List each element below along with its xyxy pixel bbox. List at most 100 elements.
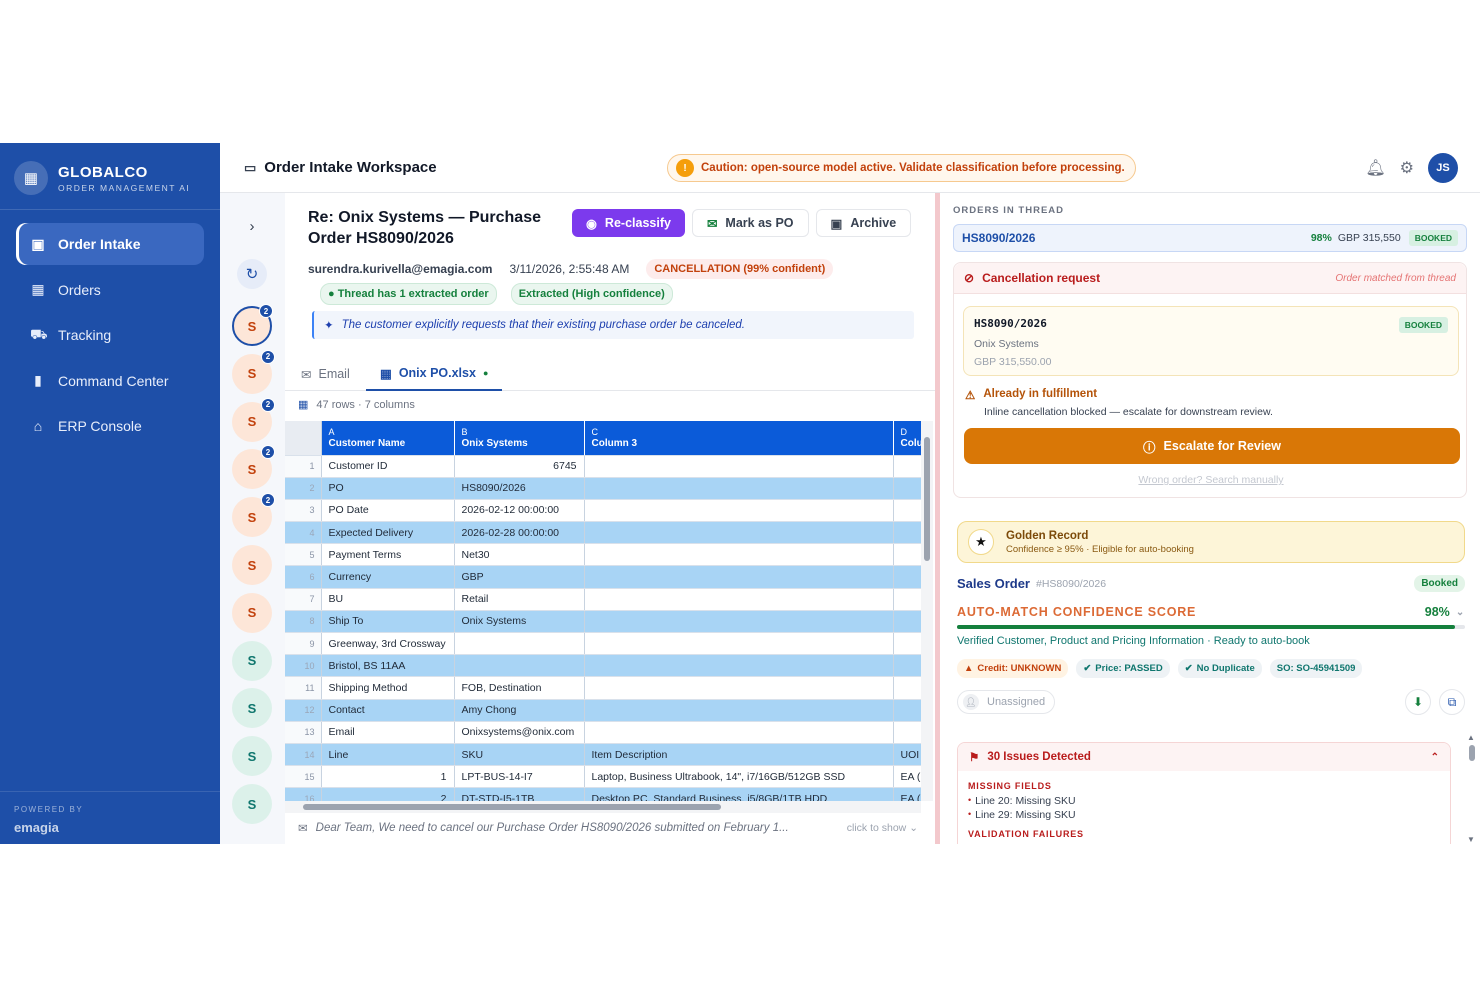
table-cell[interactable]: 1: [321, 765, 455, 789]
table-cell[interactable]: [893, 654, 921, 678]
chevron-up-icon[interactable]: ⌃: [1430, 751, 1439, 763]
sidebar-item-orders[interactable]: ▦ Orders: [16, 269, 204, 311]
scroll-thumb[interactable]: [1469, 745, 1475, 761]
table-cell[interactable]: [893, 499, 921, 523]
confidence-score-row[interactable]: AUTO-MATCH CONFIDENCE SCORE 98% ⌄: [957, 605, 1465, 619]
table-cell[interactable]: Line: [321, 743, 455, 767]
sheet-column-header[interactable]: A Customer Name: [321, 421, 455, 456]
table-cell[interactable]: [584, 499, 894, 523]
table-cell[interactable]: PO: [321, 477, 455, 500]
table-cell[interactable]: [584, 654, 894, 678]
table-cell[interactable]: Email: [321, 721, 455, 744]
refresh-icon[interactable]: ↻: [237, 259, 267, 289]
table-cell[interactable]: [893, 455, 921, 478]
assignee-selector[interactable]: 👤︎ Unassigned: [957, 690, 1056, 714]
table-cell[interactable]: [584, 610, 894, 634]
escalate-for-review-button[interactable]: ⓘ Escalate for Review: [964, 428, 1460, 464]
table-cell[interactable]: EA (: [893, 787, 921, 801]
tab-email[interactable]: ✉ Email: [301, 357, 350, 391]
table-cell[interactable]: [584, 543, 894, 567]
table-cell[interactable]: 6745: [454, 455, 585, 478]
table-cell[interactable]: Shipping Method: [321, 676, 455, 700]
table-cell[interactable]: Onix Systems: [454, 610, 585, 634]
sidebar-item-order-intake[interactable]: ▣ Order Intake: [16, 223, 204, 265]
table-cell[interactable]: [893, 521, 921, 545]
search-manually-link[interactable]: Wrong order? Search manually: [1138, 474, 1284, 486]
table-cell[interactable]: [893, 632, 921, 656]
table-cell[interactable]: HS8090/2026: [454, 477, 585, 500]
table-cell[interactable]: [584, 455, 894, 478]
archive-button[interactable]: ▣ Archive: [815, 209, 912, 237]
thread-avatar[interactable]: S: [232, 545, 272, 585]
table-cell[interactable]: Greenway, 3rd Crossway: [321, 632, 455, 656]
table-cell[interactable]: [893, 721, 921, 744]
table-cell[interactable]: [584, 521, 894, 545]
table-cell[interactable]: [584, 477, 894, 500]
table-cell[interactable]: UOI: [893, 743, 921, 767]
matched-order-card[interactable]: HS8090/2026 Onix Systems GBP 315,550.00 …: [963, 306, 1459, 376]
table-cell[interactable]: [893, 543, 921, 567]
thread-avatar[interactable]: S: [232, 736, 272, 777]
sidebar-item-erp-console[interactable]: ⌂ ERP Console: [16, 405, 204, 447]
bell-icon[interactable]: 🔔︎: [1365, 160, 1386, 177]
table-cell[interactable]: Contact: [321, 699, 455, 722]
table-cell[interactable]: [584, 565, 894, 589]
gear-icon[interactable]: ⚙: [1399, 160, 1414, 177]
table-cell[interactable]: [893, 565, 921, 589]
table-cell[interactable]: [584, 632, 894, 656]
sheet-column-header[interactable]: C Column 3: [584, 421, 894, 456]
open-external-button[interactable]: ⧉: [1439, 689, 1465, 715]
spreadsheet-preview[interactable]: A Customer Name B Onix Systems C Column 3 D…: [285, 421, 921, 801]
issues-header[interactable]: ⚑ 30 Issues Detected ⌃: [958, 743, 1450, 771]
download-button[interactable]: ⬇: [1405, 689, 1431, 715]
table-cell[interactable]: PO Date: [321, 499, 455, 523]
table-cell[interactable]: [454, 632, 585, 656]
chevron-down-icon[interactable]: ⌄: [1455, 606, 1465, 618]
table-cell[interactable]: SKU: [454, 743, 585, 767]
table-cell[interactable]: Expected Delivery: [321, 521, 455, 545]
reclassify-button[interactable]: ◉ Re-classify: [572, 209, 685, 237]
table-cell[interactable]: [893, 676, 921, 700]
avatar[interactable]: JS: [1428, 153, 1458, 183]
table-cell[interactable]: Desktop PC, Standard Business, i5/8GB/1T…: [584, 787, 894, 801]
table-cell[interactable]: [584, 699, 894, 722]
scroll-down-icon[interactable]: ▼: [1467, 835, 1475, 844]
tab-onix-po-xlsx[interactable]: ▦ Onix PO.xlsx ●: [366, 357, 503, 391]
click-to-show-link[interactable]: click to show ⌄: [847, 822, 918, 834]
pane-splitter[interactable]: [935, 193, 940, 844]
table-cell[interactable]: 2026-02-12 00:00:00: [454, 499, 585, 523]
table-cell[interactable]: [893, 477, 921, 500]
table-cell[interactable]: 2: [321, 787, 455, 801]
sheet-vertical-scrollbar[interactable]: [921, 421, 933, 801]
table-cell[interactable]: [584, 588, 894, 611]
table-cell[interactable]: Onixsystems@onix.com: [454, 721, 585, 744]
table-cell[interactable]: Net30: [454, 543, 585, 567]
table-cell[interactable]: [584, 721, 894, 744]
table-cell[interactable]: 2026-02-28 00:00:00: [454, 521, 585, 545]
right-pane-scrollbar[interactable]: ▲ ▼: [1467, 733, 1477, 844]
table-cell[interactable]: Payment Terms: [321, 543, 455, 567]
table-cell[interactable]: Bristol, BS 11AA: [321, 654, 455, 678]
table-cell[interactable]: Item Description: [584, 743, 894, 767]
table-cell[interactable]: Ship To: [321, 610, 455, 634]
scroll-thumb[interactable]: [303, 804, 721, 810]
thread-avatar[interactable]: S: [232, 592, 272, 633]
thread-avatar[interactable]: S: [232, 784, 272, 824]
expand-chevron-icon[interactable]: ›: [249, 217, 255, 235]
table-cell[interactable]: BU: [321, 588, 455, 611]
table-cell[interactable]: [454, 654, 585, 678]
sidebar-item-command-center[interactable]: ▮ Command Center: [16, 360, 204, 402]
sheet-horizontal-scrollbar[interactable]: [285, 801, 921, 813]
table-cell[interactable]: Currency: [321, 565, 455, 589]
thread-order-row[interactable]: HS8090/2026 98% GBP 315,550 BOOKED: [953, 224, 1467, 252]
thread-avatar[interactable]: S: [232, 640, 272, 681]
table-cell[interactable]: EA (: [893, 765, 921, 789]
table-cell[interactable]: Retail: [454, 588, 585, 611]
table-cell[interactable]: FOB, Destination: [454, 676, 585, 700]
table-cell[interactable]: [584, 676, 894, 700]
sheet-column-header[interactable]: D Colu: [893, 421, 921, 456]
